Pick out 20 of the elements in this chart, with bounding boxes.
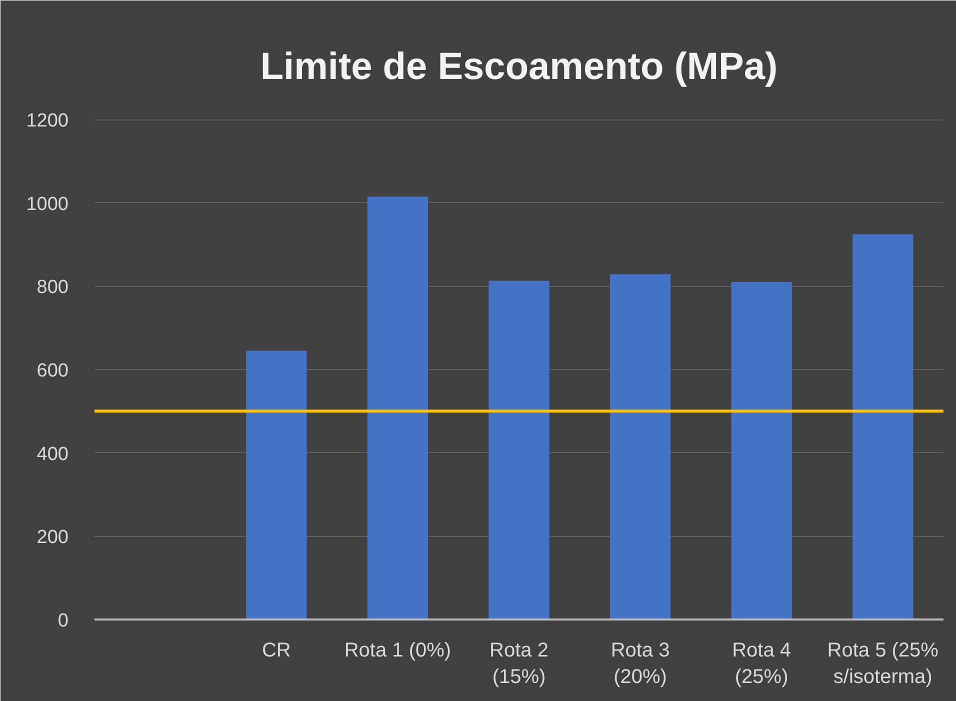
y-tick-label: 600 [36,360,68,382]
bar [488,280,550,620]
y-tick-label: 0 [58,610,69,632]
x-tick-label: Rota 1 (0%) [344,640,452,662]
bar [852,234,914,620]
y-tick-label: 1000 [26,194,69,215]
chart-title: Limite de Escoamento (MPa) [260,46,778,88]
y-tick-label: 1200 [26,110,69,132]
bar [610,274,671,620]
x-tick-label: Rota 3 (20%) [610,640,670,688]
y-tick-label: 400 [36,444,68,465]
x-tick-label: Rota 4 (25%) [732,640,792,688]
y-tick-label: 800 [36,277,68,298]
bar [246,350,307,620]
y-tick-label: 200 [36,527,68,548]
bar [367,196,428,620]
x-tick-label: Rota 5 (25% s/isoterma) [827,640,939,688]
bar [731,282,792,620]
x-tick-label: CR [262,640,291,662]
x-tick-label: Rota 2 (15%) [490,640,548,688]
